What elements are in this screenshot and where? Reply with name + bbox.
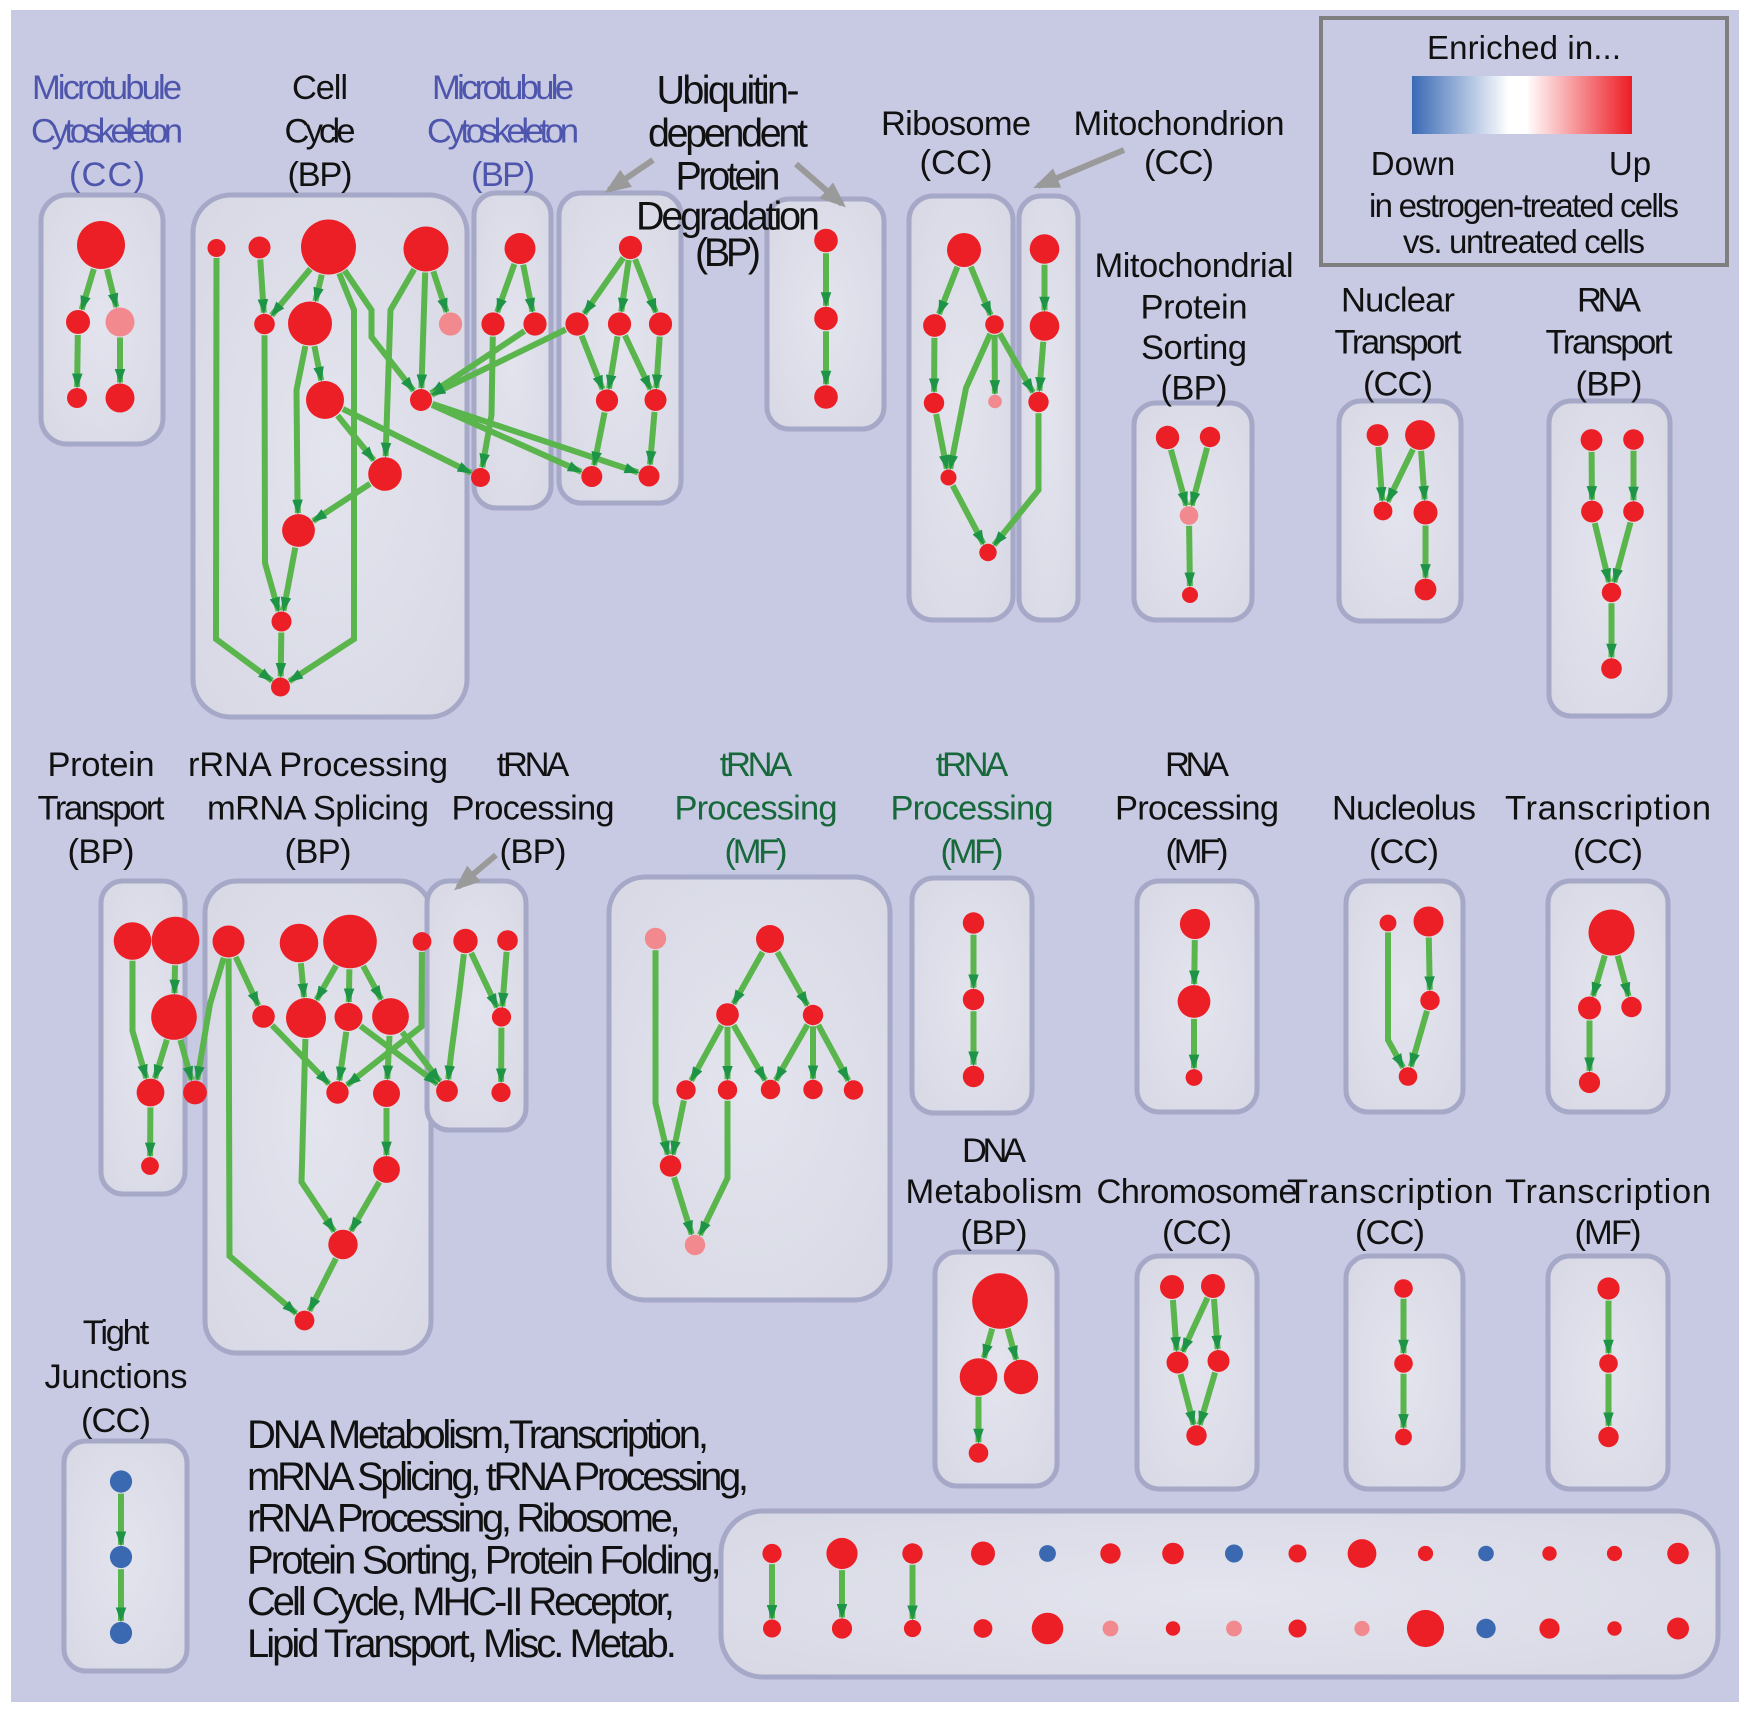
svg-text:Protein: Protein [1141, 289, 1248, 327]
svg-text:Nucleolus: Nucleolus [1332, 790, 1476, 828]
svg-text:Transcription: Transcription [1505, 790, 1711, 828]
svg-text:(CC): (CC) [1573, 833, 1643, 871]
svg-text:(BP): (BP) [961, 1214, 1028, 1252]
svg-text:Processing: Processing [675, 790, 838, 828]
svg-text:Sorting: Sorting [1141, 329, 1247, 367]
svg-text:(CC): (CC) [1144, 144, 1214, 182]
svg-text:Chromosome: Chromosome [1097, 1173, 1298, 1211]
svg-text:vs. untreated cells: vs. untreated cells [1403, 223, 1645, 260]
svg-text:Cycle: Cycle [285, 113, 356, 151]
svg-text:(BP): (BP) [1576, 365, 1643, 403]
svg-text:(CC): (CC) [81, 1402, 151, 1440]
svg-text:Nuclear: Nuclear [1341, 281, 1455, 319]
svg-text:(CC): (CC) [1363, 365, 1433, 403]
svg-text:(BP): (BP) [1161, 370, 1228, 408]
svg-text:(MF): (MF) [1166, 833, 1229, 871]
svg-text:Metabolism: Metabolism [906, 1173, 1083, 1211]
svg-text:Up: Up [1609, 145, 1651, 182]
svg-text:Processing: Processing [1115, 790, 1279, 828]
svg-text:Transport: Transport [1335, 323, 1462, 361]
svg-text:(BP): (BP) [68, 833, 135, 871]
svg-text:RNA: RNA [1165, 746, 1229, 784]
svg-text:Microtubule: Microtubule [32, 69, 182, 107]
svg-text:rRNA Processing, Ribosome,: rRNA Processing, Ribosome, [247, 1497, 681, 1541]
svg-text:mRNA Splicing, tRNA Processing: mRNA Splicing, tRNA Processing, [247, 1455, 749, 1499]
svg-text:Protein Sorting, Protein Foldi: Protein Sorting, Protein Folding, [247, 1538, 722, 1582]
svg-text:Transport: Transport [1546, 323, 1673, 361]
svg-text:Degradation: Degradation [636, 195, 820, 239]
svg-text:(CC): (CC) [1162, 1214, 1232, 1252]
svg-text:in estrogen-treated cells: in estrogen-treated cells [1369, 187, 1679, 224]
svg-text:tRNA: tRNA [720, 746, 793, 784]
svg-text:(MF): (MF) [1575, 1214, 1642, 1252]
svg-text:RNA: RNA [1577, 281, 1641, 319]
svg-text:tRNA: tRNA [497, 746, 570, 784]
svg-text:Mitochondrial: Mitochondrial [1095, 247, 1294, 285]
svg-text:Processing: Processing [891, 790, 1054, 828]
svg-text:(CC): (CC) [69, 156, 145, 194]
svg-text:(MF): (MF) [725, 833, 788, 871]
svg-text:(BP): (BP) [471, 156, 535, 194]
svg-text:Cytoskeleton: Cytoskeleton [427, 113, 579, 151]
svg-text:dependent: dependent [648, 112, 808, 156]
svg-text:Protein: Protein [48, 746, 155, 784]
svg-text:(BP): (BP) [288, 156, 353, 194]
svg-text:Ribosome: Ribosome [881, 105, 1031, 143]
svg-text:(CC): (CC) [920, 144, 993, 182]
svg-text:Processing: Processing [452, 790, 615, 828]
svg-text:(CC): (CC) [1355, 1214, 1425, 1252]
svg-text:Microtubule: Microtubule [432, 69, 574, 107]
svg-text:(BP): (BP) [285, 833, 352, 871]
svg-text:Cell Cycle, MHC-II Receptor,: Cell Cycle, MHC-II Receptor, [247, 1580, 675, 1624]
svg-text:Transcription: Transcription [1505, 1173, 1711, 1211]
svg-text:tRNA: tRNA [936, 746, 1009, 784]
svg-text:Cytoskeleton: Cytoskeleton [31, 113, 183, 151]
svg-text:(BP): (BP) [695, 231, 761, 275]
svg-text:Transport: Transport [38, 790, 165, 828]
svg-text:rRNA Processing: rRNA Processing [188, 746, 448, 784]
svg-text:Transcription: Transcription [1287, 1173, 1493, 1211]
svg-text:Mitochondrion: Mitochondrion [1074, 105, 1285, 143]
svg-text:(MF): (MF) [941, 833, 1004, 871]
svg-text:Protein: Protein [676, 155, 781, 199]
svg-text:Tight: Tight [83, 1314, 150, 1352]
svg-text:Enriched in...: Enriched in... [1427, 29, 1621, 66]
svg-text:Junctions: Junctions [45, 1358, 188, 1396]
svg-text:DNA: DNA [962, 1132, 1026, 1170]
svg-text:(CC): (CC) [1369, 833, 1439, 871]
svg-text:DNA Metabolism,Transcription,: DNA Metabolism,Transcription, [247, 1413, 709, 1457]
svg-text:Cell: Cell [292, 69, 348, 107]
svg-text:Down: Down [1371, 145, 1455, 182]
svg-text:(BP): (BP) [500, 833, 567, 871]
svg-text:Ubiquitin-: Ubiquitin- [657, 69, 800, 113]
svg-text:Lipid Transport, Misc. Metab.: Lipid Transport, Misc. Metab. [247, 1622, 677, 1666]
svg-text:mRNA Splicing: mRNA Splicing [207, 790, 429, 828]
